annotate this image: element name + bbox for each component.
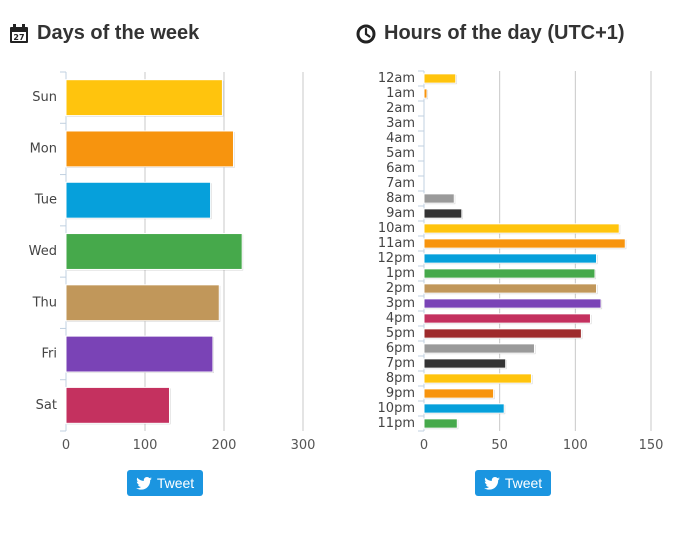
svg-text:27: 27 <box>13 33 24 42</box>
hour-bar-8am <box>423 193 455 204</box>
hour-bar-8pm <box>423 373 532 384</box>
hour-label-12am: 12am <box>378 71 415 86</box>
hour-label-1am: 1am <box>386 86 415 101</box>
hours-chart-title: Hours of the day (UTC+1) <box>384 22 625 44</box>
tweet-button-days[interactable]: Tweet <box>127 470 203 496</box>
hour-label-12pm: 12pm <box>378 251 415 266</box>
days-chart-title: Days of the week <box>37 22 200 44</box>
day-label-fri: Fri <box>42 347 58 362</box>
hour-label-2pm: 2pm <box>386 281 415 296</box>
x-tick-label: 200 <box>212 438 237 453</box>
hour-bar-12am <box>423 73 457 84</box>
hour-label-2am: 2am <box>386 101 415 116</box>
hour-label-5am: 5am <box>386 146 415 161</box>
hour-label-11am: 11am <box>378 236 415 251</box>
hour-label-11pm: 11pm <box>378 416 415 431</box>
x-tick-label: 0 <box>420 438 428 453</box>
calendar-icon: 27 <box>9 23 29 44</box>
day-bar-thu <box>65 284 220 322</box>
hour-label-4am: 4am <box>386 131 415 146</box>
hour-label-10pm: 10pm <box>378 401 415 416</box>
x-tick-label: 50 <box>491 438 508 453</box>
hour-label-4pm: 4pm <box>386 311 415 326</box>
hours-chart: 12am1am2am3am4am5am6am7am8am9am10am11am1… <box>378 70 664 453</box>
hour-label-10am: 10am <box>378 221 415 236</box>
hour-label-7pm: 7pm <box>386 356 415 371</box>
tweet-button-hours[interactable]: Tweet <box>475 470 551 496</box>
x-tick-label: 100 <box>563 438 588 453</box>
tweet-label: Tweet <box>504 475 543 491</box>
day-bar-tue <box>65 181 212 219</box>
hour-label-7am: 7am <box>386 176 415 191</box>
hour-bar-4pm <box>423 313 591 324</box>
x-tick-label: 0 <box>62 438 70 453</box>
day-bar-fri <box>65 335 214 373</box>
x-tick-label: 300 <box>291 438 316 453</box>
hour-bar-1pm <box>423 268 596 279</box>
hour-label-8pm: 8pm <box>386 371 415 386</box>
clock-icon <box>356 24 376 44</box>
day-label-thu: Thu <box>32 295 57 310</box>
days-chart: Sun Mon Tue Wed Thu Fri Sat 0 100 200 300 <box>29 71 316 453</box>
day-label-mon: Mon <box>30 141 57 156</box>
tweet-label: Tweet <box>156 475 195 491</box>
day-label-tue: Tue <box>34 193 57 208</box>
twitter-bird-icon <box>136 476 152 490</box>
hour-label-3pm: 3pm <box>386 296 415 311</box>
hour-bar-2pm <box>423 283 598 294</box>
hour-label-1pm: 1pm <box>386 266 415 281</box>
hours-chart-title-row: Hours of the day (UTC+1) <box>356 22 625 45</box>
hour-bar-12pm <box>423 253 598 264</box>
hour-label-9pm: 9pm <box>386 386 415 401</box>
hour-bar-11am <box>423 238 626 249</box>
hours-of-day-panel: Hours of the day (UTC+1) 12am 1am 2am 3am 4a… <box>345 0 695 538</box>
days-of-week-panel: 27 Days of the week Sun Mon Tue Wed Thu Fri Sa… <box>0 0 340 538</box>
day-label-sat: Sat <box>36 398 57 413</box>
day-label-sun: Sun <box>32 90 57 105</box>
hour-label-3am: 3am <box>386 116 415 131</box>
hour-bar-10am <box>423 223 620 234</box>
hour-bar-7pm <box>423 358 507 369</box>
hour-label-9am: 9am <box>386 206 415 221</box>
x-tick-label: 100 <box>133 438 158 453</box>
hour-label-6pm: 6pm <box>386 341 415 356</box>
days-chart-title-row: 27 Days of the week <box>9 22 199 45</box>
day-bar-sat <box>65 386 170 424</box>
hour-bar-10pm <box>423 403 505 414</box>
x-tick-label: 150 <box>639 438 664 453</box>
hour-bar-9am <box>423 208 463 219</box>
hour-bar-1am <box>423 88 428 99</box>
hour-label-5pm: 5pm <box>386 326 415 341</box>
day-bar-sun <box>65 79 223 117</box>
hour-bar-5pm <box>423 328 582 339</box>
twitter-bird-icon <box>484 476 500 490</box>
hour-label-6am: 6am <box>386 161 415 176</box>
hour-bar-11pm <box>423 418 458 429</box>
hour-bar-3pm <box>423 298 602 309</box>
hour-bar-9pm <box>423 388 495 399</box>
day-label-wed: Wed <box>29 244 57 259</box>
day-bar-wed <box>65 233 243 270</box>
day-bar-mon <box>65 130 234 168</box>
hour-bar-6pm <box>423 343 535 354</box>
hour-label-8am: 8am <box>386 191 415 206</box>
